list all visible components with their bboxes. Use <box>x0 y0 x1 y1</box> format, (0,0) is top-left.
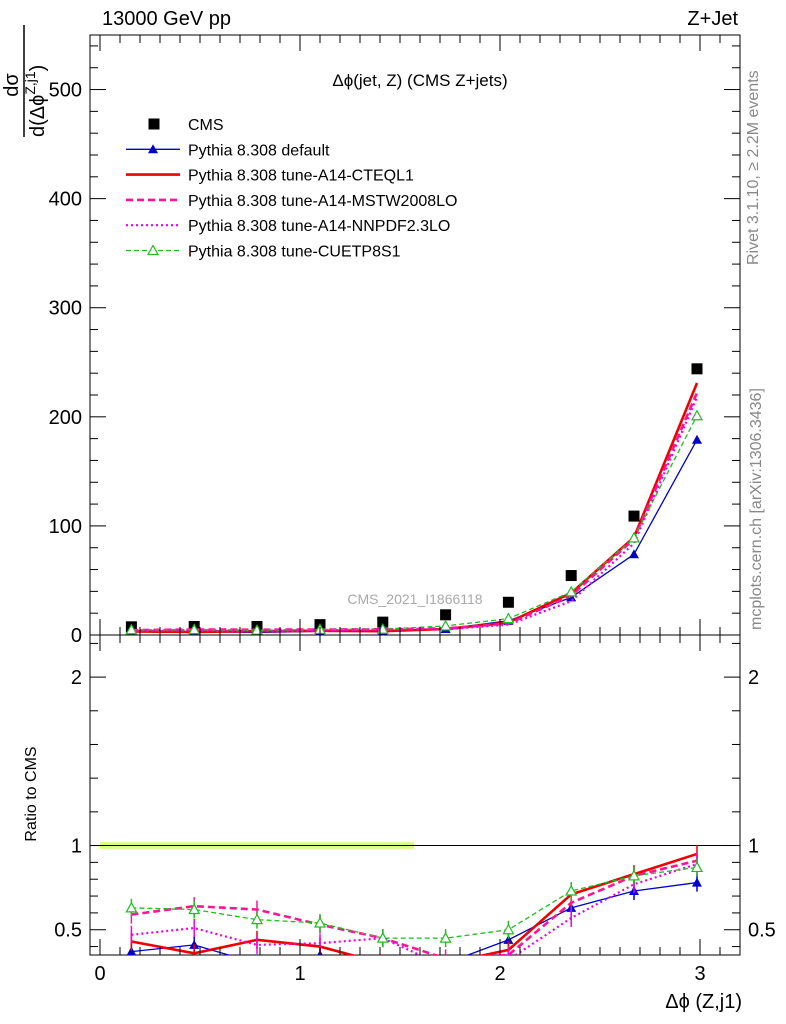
series-5-point <box>125 623 138 635</box>
ratio-series-4-point <box>376 931 389 943</box>
ratio-series-4-point <box>690 861 704 873</box>
legend-entry-label: Pythia 8.308 default <box>188 142 330 159</box>
series-5-point <box>690 409 704 421</box>
ratio-series-0-point <box>252 958 262 967</box>
y-label-denominator: d(ΔϕZ,j1) <box>22 65 49 137</box>
ratio-y-axis-label: Ratio to CMS <box>23 746 40 841</box>
ratio-series-4-point <box>627 869 641 881</box>
ratio-series-4-point <box>188 903 201 915</box>
ratio-series-0-point <box>126 946 137 955</box>
main-plot-area <box>125 363 704 635</box>
series-1-point <box>629 549 639 559</box>
ratio-series-4-point <box>502 923 515 935</box>
series-5-point <box>439 619 452 631</box>
series-5-point <box>627 531 641 543</box>
header-process-label: Z+Jet <box>687 8 738 30</box>
ratio-series-3-line <box>131 863 698 955</box>
x-tick-label: 0 <box>94 963 105 985</box>
series-3-line <box>131 392 699 632</box>
main-y-tick-label: 500 <box>49 80 82 102</box>
x-tick-label: 2 <box>494 963 505 985</box>
ratio-y-tick-label-right: 0.5 <box>748 920 776 942</box>
ratio-y-tick-label: 2 <box>71 667 82 689</box>
legend-marker <box>148 144 158 154</box>
series-5-line <box>131 415 698 631</box>
ratio-series-0-point <box>441 958 451 967</box>
legend-entry-label: Pythia 8.308 tune-A14-MSTW2008LO <box>188 193 457 210</box>
legend-entry-label: Pythia 8.308 tune-A14-CTEQL1 <box>188 168 414 185</box>
ratio-plot-area <box>90 842 740 967</box>
header-collision-label: 13000 GeV pp <box>102 8 231 30</box>
ratio-y-tick-label-right: 1 <box>748 836 759 858</box>
main-y-axis-label: dσd(ΔϕZ,j1) <box>1 25 49 137</box>
series-4-line <box>131 396 699 633</box>
legend-cms-marker <box>148 118 160 130</box>
main-y-tick-label: 0 <box>71 625 82 647</box>
ratio-series-2-line <box>131 859 698 955</box>
series-2-line <box>131 382 699 634</box>
legend-entry-label: Pythia 8.308 tune-CUETP8S1 <box>188 244 401 261</box>
ratio-y-tick-label: 0.5 <box>54 920 82 942</box>
main-y-tick-label: 300 <box>49 298 82 320</box>
series-5-point <box>188 623 201 635</box>
cms-data-point <box>628 510 640 522</box>
main-y-tick-label: 200 <box>49 407 82 429</box>
main-panel: 0 100 200 300 400 500 Δϕ(jet, Z) (CMS Z+jets) C… <box>1 25 741 647</box>
ratio-frame <box>89 634 741 956</box>
ratio-series-4-point <box>125 901 138 913</box>
cms-data-point <box>377 616 389 628</box>
analysis-id-label: CMS_2021_I1866118 <box>347 591 482 607</box>
y-label-numerator: dσ <box>1 73 23 97</box>
cms-data-point <box>440 609 452 621</box>
ratio-series-4-point <box>565 884 578 896</box>
legend-marker <box>146 244 160 256</box>
ratio-series-4-point <box>439 931 452 943</box>
main-y-tick-label: 100 <box>49 516 82 538</box>
series-5-point <box>502 612 515 624</box>
ratio-panel: 0.5 0.5 1 1 2 2 0 1 2 3 Δϕ (Z,j1) Ratio to CMS <box>23 634 776 1013</box>
x-axis-label: Δϕ (Z,j1) <box>665 991 742 1013</box>
ratio-y-tick-label-right: 2 <box>748 667 759 689</box>
cms-data-point <box>502 596 514 608</box>
legend-entry-label: Pythia 8.308 tune-A14-NNPDF2.3LO <box>188 218 450 235</box>
legend: CMS Pythia 8.308 default Pythia 8.308 tune… <box>126 117 457 261</box>
ratio-series-0-point <box>378 958 388 967</box>
series-1-point <box>692 434 702 444</box>
ratio-series-4-point <box>250 913 264 925</box>
ratio-series-4-line <box>131 866 698 939</box>
series-5-point <box>565 585 578 597</box>
ratio-series-0-point <box>692 877 702 887</box>
ratio-series-0-line <box>131 881 698 955</box>
ratio-y-tick-label: 1 <box>71 836 82 858</box>
cms-data-point <box>565 570 577 582</box>
cms-data-point <box>691 363 703 375</box>
main-y-tick-label: 400 <box>49 189 82 211</box>
x-tick-label: 1 <box>294 963 305 985</box>
legend-entry-label: CMS <box>188 117 224 134</box>
ratio-series-0-point <box>503 934 514 944</box>
x-tick-label: 3 <box>694 963 705 985</box>
ratio-series-1-line <box>131 852 698 955</box>
ratio-series-4-point <box>313 916 327 928</box>
plot-title: Δϕ(jet, Z) (CMS Z+jets) <box>332 71 507 90</box>
